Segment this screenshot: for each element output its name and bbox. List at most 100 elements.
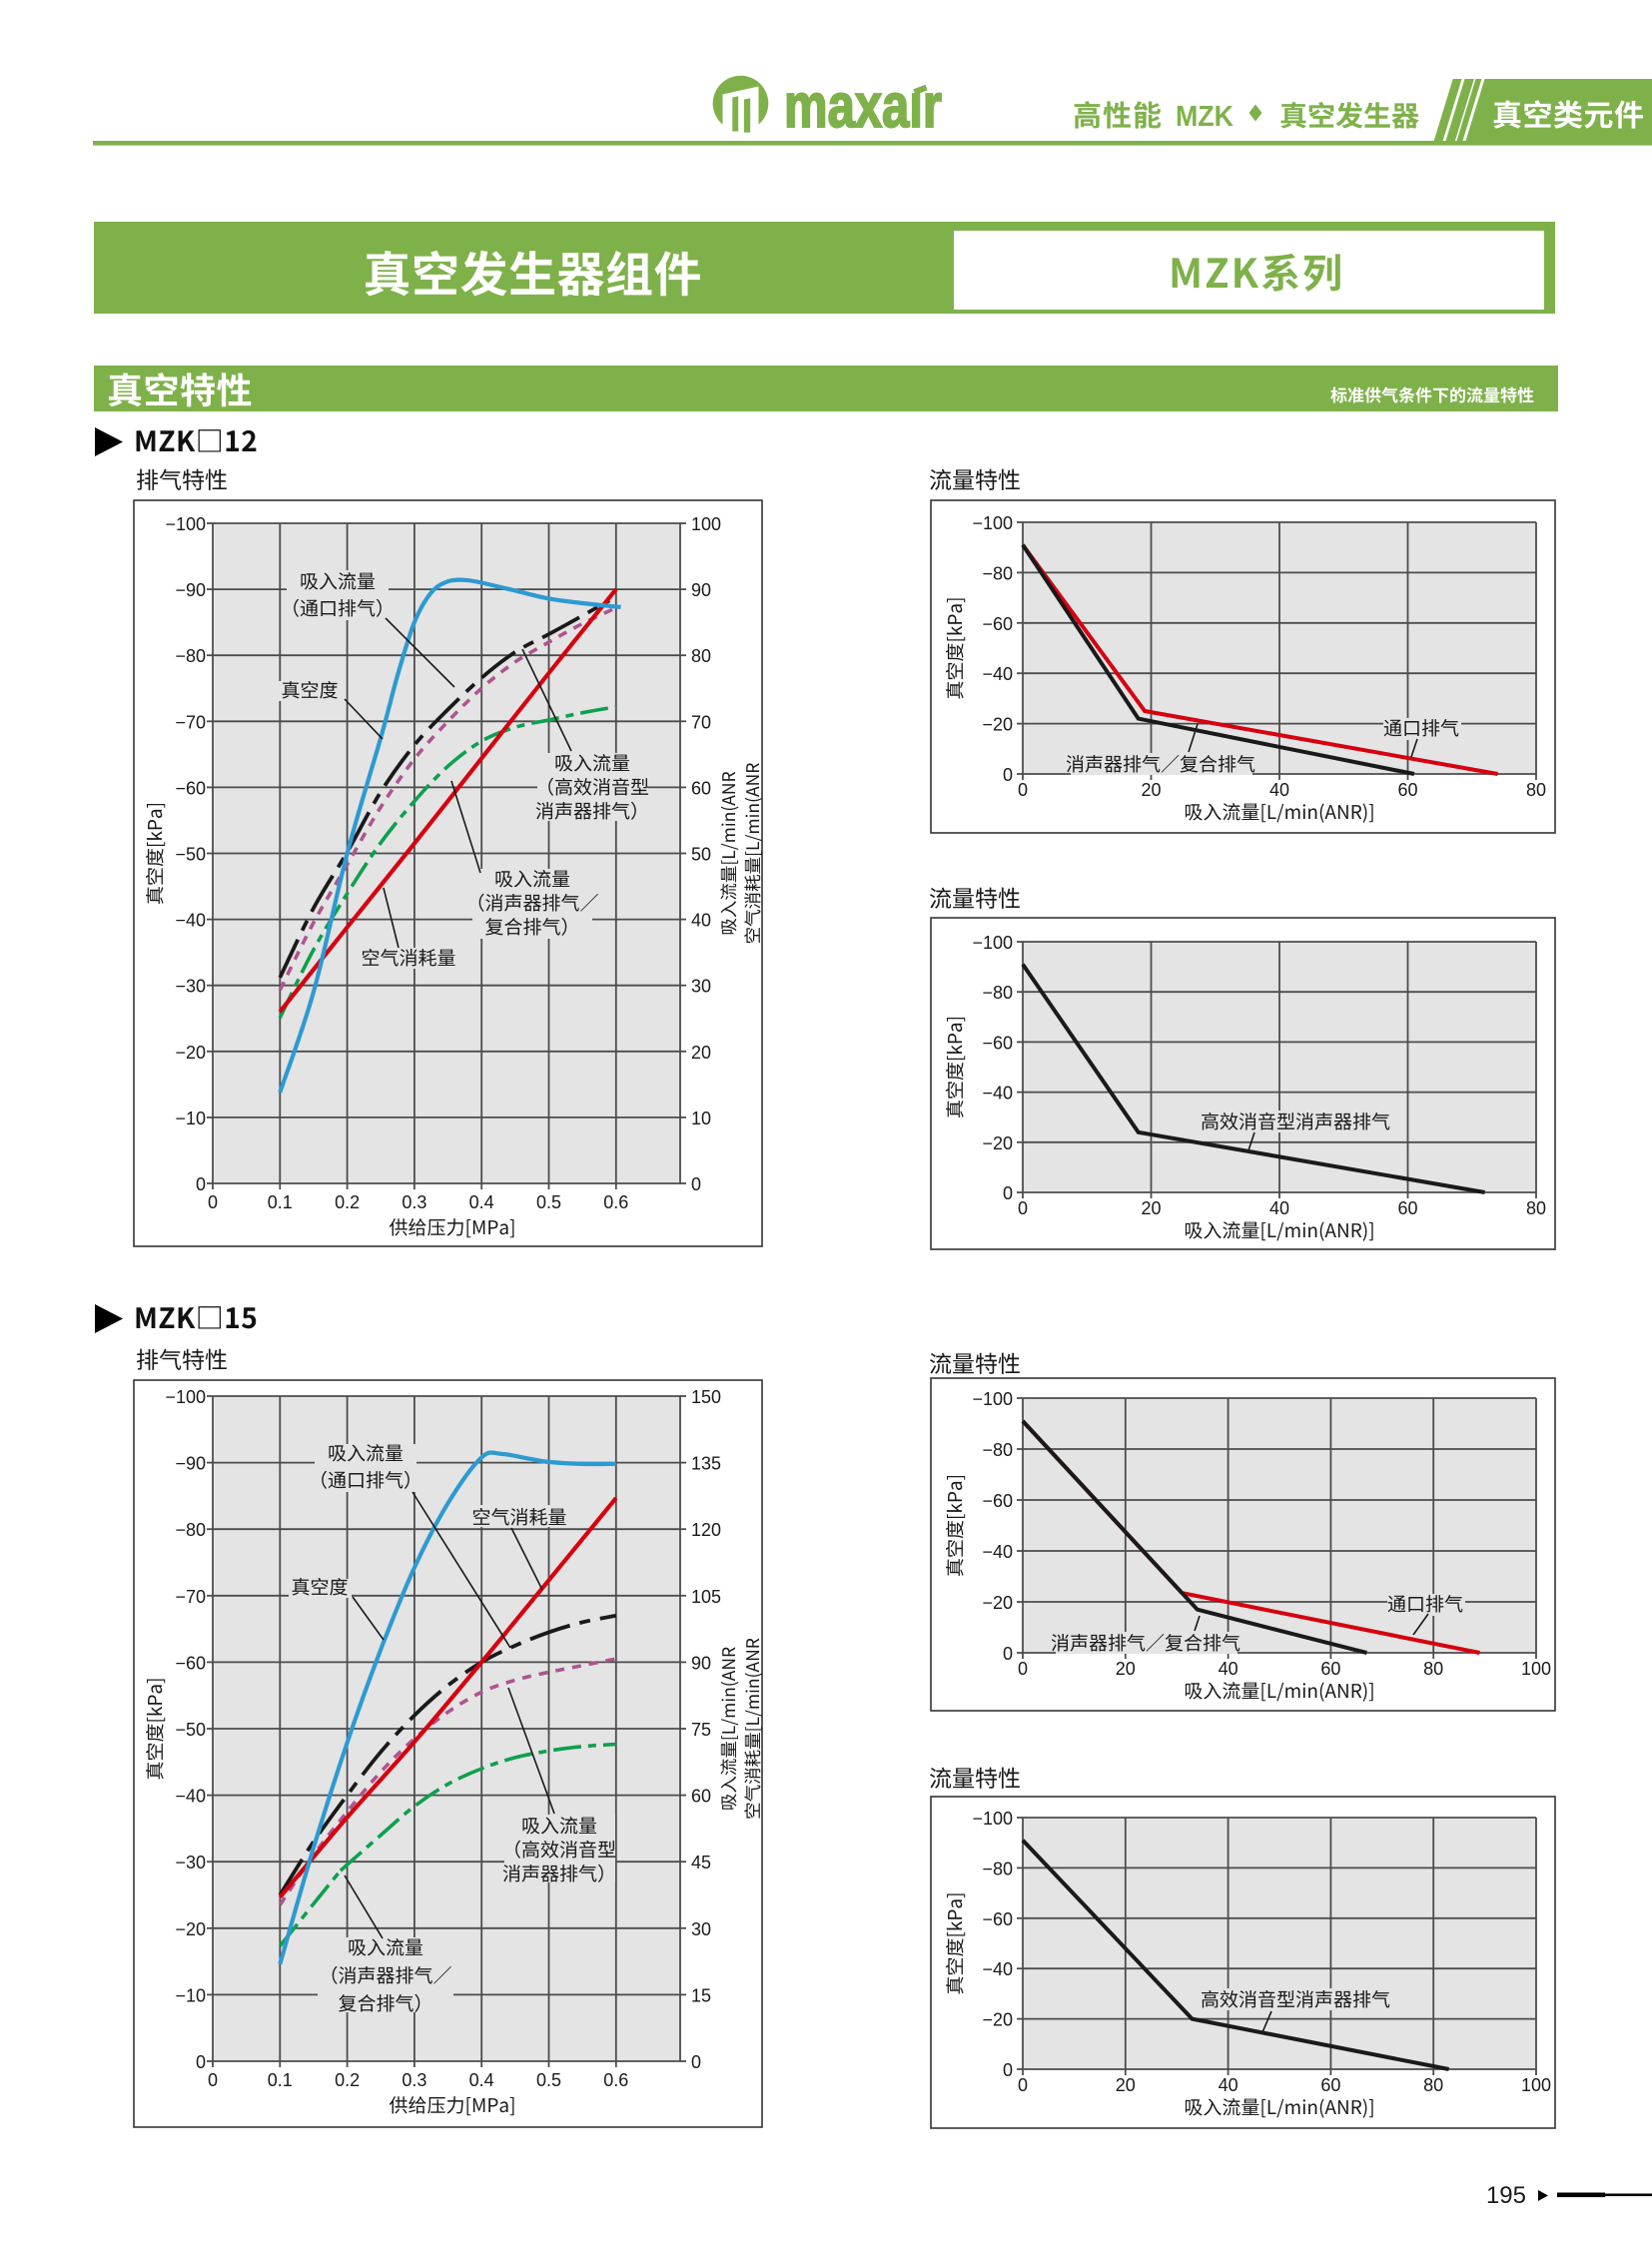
- svg-text:105: 105: [691, 1587, 721, 1607]
- svg-text:20: 20: [1116, 1659, 1136, 1679]
- svg-text:−10: −10: [175, 1985, 206, 2005]
- svg-text:135: 135: [691, 1454, 721, 1474]
- svg-text:−80: −80: [982, 983, 1013, 1003]
- svg-text:20: 20: [1116, 2075, 1136, 2095]
- svg-text:0: 0: [1018, 1198, 1028, 1218]
- svg-text:30: 30: [691, 977, 711, 997]
- svg-text:−60: −60: [175, 1653, 206, 1673]
- svg-text:0.2: 0.2: [335, 1192, 360, 1212]
- svg-text:10: 10: [691, 1109, 711, 1128]
- svg-text:0: 0: [1018, 1659, 1028, 1679]
- svg-text:15: 15: [691, 1985, 711, 2005]
- svg-text:0: 0: [1003, 1644, 1013, 1664]
- svg-text:40: 40: [691, 911, 711, 931]
- svg-text:−70: −70: [175, 712, 206, 732]
- svg-text:0.4: 0.4: [469, 1192, 494, 1212]
- svg-text:120: 120: [691, 1520, 721, 1540]
- svg-text:40: 40: [1269, 1198, 1289, 1218]
- svg-text:0: 0: [1003, 765, 1013, 785]
- svg-text:60: 60: [1320, 2075, 1340, 2095]
- svg-text:195: 195: [1486, 2182, 1526, 2209]
- svg-text:−100: −100: [165, 514, 206, 534]
- svg-text:0.4: 0.4: [469, 2070, 494, 2090]
- svg-text:0: 0: [208, 2070, 218, 2090]
- svg-text:−40: −40: [982, 1959, 1013, 1979]
- svg-text:0.2: 0.2: [335, 2070, 360, 2090]
- svg-text:0.6: 0.6: [603, 1192, 628, 1212]
- svg-text:−30: −30: [175, 977, 206, 997]
- svg-text:0: 0: [1003, 2060, 1013, 2080]
- svg-text:80: 80: [1423, 2075, 1443, 2095]
- svg-text:0: 0: [691, 1174, 701, 1194]
- svg-text:0: 0: [1003, 1183, 1013, 1203]
- svg-text:0.1: 0.1: [268, 2070, 293, 2090]
- svg-text:−100: −100: [972, 1389, 1013, 1409]
- svg-text:40: 40: [1219, 2075, 1239, 2095]
- svg-text:0.6: 0.6: [603, 2070, 628, 2090]
- svg-text:80: 80: [1526, 780, 1546, 800]
- svg-text:MZK: MZK: [1176, 101, 1234, 133]
- svg-text:0.1: 0.1: [268, 1192, 293, 1212]
- svg-text:60: 60: [691, 1787, 711, 1807]
- svg-text:−50: −50: [175, 1720, 206, 1740]
- svg-text:−100: −100: [972, 513, 1013, 533]
- svg-text:0: 0: [196, 2052, 206, 2072]
- svg-text:0: 0: [1018, 2075, 1028, 2095]
- svg-text:−90: −90: [175, 580, 206, 600]
- svg-text:−40: −40: [982, 664, 1013, 684]
- svg-text:−20: −20: [982, 2010, 1013, 2030]
- svg-text:40: 40: [1219, 1659, 1239, 1679]
- svg-text:−20: −20: [175, 1919, 206, 1939]
- svg-text:45: 45: [691, 1853, 711, 1872]
- svg-text:−60: −60: [982, 1033, 1013, 1053]
- svg-text:30: 30: [691, 1919, 711, 1939]
- svg-text:80: 80: [1423, 1659, 1443, 1679]
- svg-text:0.5: 0.5: [536, 1192, 561, 1212]
- svg-text:−60: −60: [175, 778, 206, 798]
- svg-text:80: 80: [1526, 1198, 1546, 1218]
- svg-text:0: 0: [691, 2052, 701, 2072]
- svg-text:−20: −20: [982, 1593, 1013, 1613]
- svg-text:60: 60: [691, 778, 711, 798]
- svg-text:40: 40: [1269, 780, 1289, 800]
- svg-text:80: 80: [691, 646, 711, 666]
- svg-text:60: 60: [1320, 1659, 1340, 1679]
- svg-text:−80: −80: [175, 1520, 206, 1540]
- svg-text:0: 0: [208, 1192, 218, 1212]
- svg-text:0.5: 0.5: [536, 2070, 561, 2090]
- svg-text:−20: −20: [982, 1133, 1013, 1153]
- svg-text:0: 0: [196, 1174, 206, 1194]
- svg-text:−80: −80: [982, 1440, 1013, 1460]
- svg-text:75: 75: [691, 1720, 711, 1740]
- svg-text:−60: −60: [982, 1909, 1013, 1929]
- svg-text:100: 100: [691, 514, 721, 534]
- svg-text:90: 90: [691, 580, 711, 600]
- svg-text:150: 150: [691, 1387, 721, 1407]
- svg-text:50: 50: [691, 845, 711, 865]
- svg-text:−100: −100: [972, 1809, 1013, 1829]
- svg-text:−80: −80: [982, 563, 1013, 583]
- svg-text:20: 20: [1141, 1198, 1161, 1218]
- svg-text:−80: −80: [175, 646, 206, 666]
- svg-text:−20: −20: [175, 1043, 206, 1063]
- svg-text:0.3: 0.3: [402, 2070, 426, 2090]
- svg-text:−80: −80: [982, 1859, 1013, 1878]
- svg-text:−30: −30: [175, 1853, 206, 1872]
- svg-text:100: 100: [1521, 2075, 1551, 2095]
- svg-text:−40: −40: [175, 1787, 206, 1807]
- svg-text:−70: −70: [175, 1587, 206, 1607]
- svg-text:−60: −60: [982, 1491, 1013, 1511]
- svg-text:−40: −40: [982, 1084, 1013, 1104]
- svg-text:−40: −40: [982, 1542, 1013, 1562]
- svg-text:90: 90: [691, 1653, 711, 1673]
- svg-text:100: 100: [1521, 1659, 1551, 1679]
- svg-text:20: 20: [1141, 780, 1161, 800]
- svg-text:−100: −100: [972, 933, 1013, 953]
- svg-text:70: 70: [691, 712, 711, 732]
- svg-text:−60: −60: [982, 614, 1013, 634]
- svg-text:0: 0: [1018, 780, 1028, 800]
- svg-text:−50: −50: [175, 845, 206, 865]
- svg-text:−100: −100: [165, 1387, 206, 1407]
- svg-text:20: 20: [691, 1043, 711, 1063]
- svg-text:60: 60: [1397, 1198, 1417, 1218]
